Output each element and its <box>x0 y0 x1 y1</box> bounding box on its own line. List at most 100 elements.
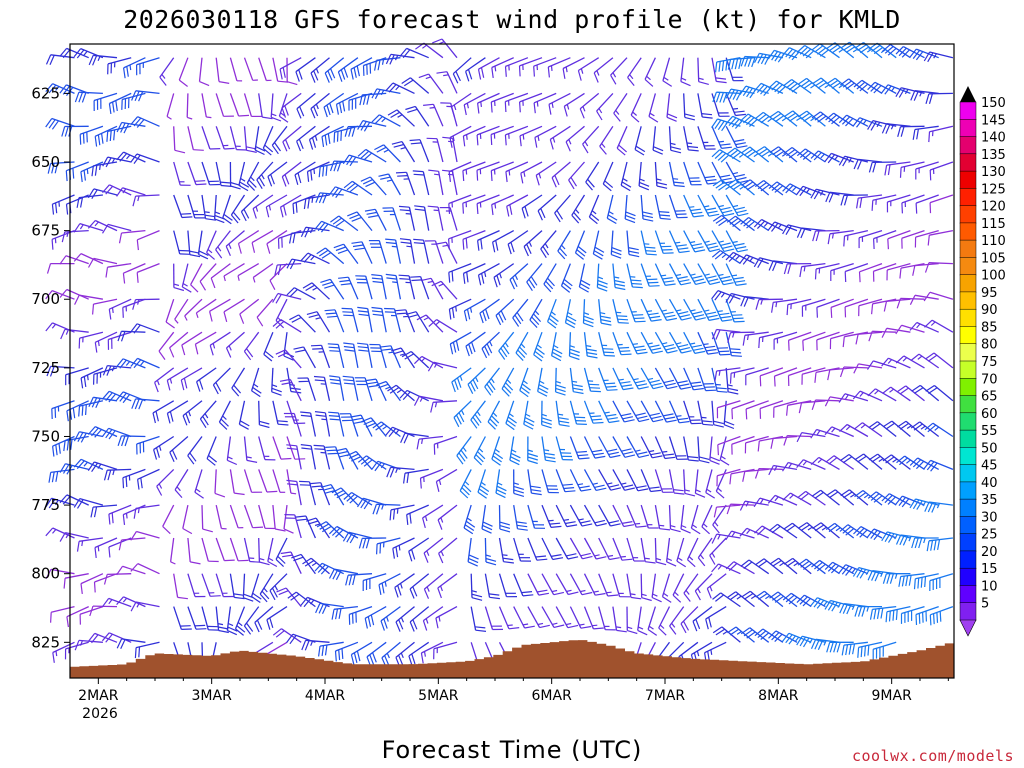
barb-flag <box>704 240 710 243</box>
barb-shaft <box>283 505 288 529</box>
barb-shaft <box>323 445 331 470</box>
barb-flag <box>726 147 736 155</box>
barb-shaft <box>569 504 583 527</box>
barb-flag <box>389 467 395 478</box>
barb-flag <box>707 278 719 282</box>
barb-shaft <box>598 299 602 324</box>
barb-flag <box>329 375 340 378</box>
wind-barb <box>296 92 316 119</box>
barb-flag <box>699 554 705 560</box>
barb-shaft <box>683 573 699 594</box>
wind-barb <box>279 378 302 402</box>
wind-barb <box>427 361 458 372</box>
wind-barb <box>697 436 710 464</box>
barb-shaft <box>680 606 699 625</box>
barb-shaft <box>334 568 359 575</box>
wind-barb <box>640 331 663 354</box>
barb-flag <box>725 561 735 570</box>
barb-flag <box>624 419 635 423</box>
barb-flag <box>346 182 356 191</box>
barb-flag <box>330 382 341 385</box>
barb-shaft <box>654 230 664 254</box>
barb-flag <box>697 588 701 594</box>
barb-flag <box>698 77 704 81</box>
wind-barb <box>76 194 103 208</box>
wind-barb <box>399 238 416 264</box>
barb-shaft <box>345 448 359 470</box>
wind-barb <box>662 57 673 87</box>
wind-barb <box>103 468 132 481</box>
wind-barb <box>697 367 717 392</box>
barb-shaft <box>484 606 494 630</box>
wind-barb <box>668 161 685 188</box>
barb-flag <box>496 275 501 286</box>
wind-barb <box>725 263 747 286</box>
barb-flag <box>81 540 84 547</box>
barb-flag <box>307 198 310 209</box>
barb-shaft <box>640 230 648 255</box>
barb-shaft <box>463 263 486 274</box>
barb-shaft <box>78 639 103 643</box>
barb-flag <box>828 114 837 123</box>
wind-barb <box>612 436 636 458</box>
barb-flag <box>844 394 849 400</box>
barb-flag <box>646 253 657 256</box>
barb-flag <box>894 534 898 540</box>
barb-shaft <box>229 537 239 562</box>
barb-flag <box>843 491 853 499</box>
barb-flag <box>652 350 663 354</box>
barb-shaft <box>187 573 196 597</box>
barb-flag <box>459 490 469 499</box>
barb-flag <box>324 284 335 289</box>
barb-flag <box>178 79 188 87</box>
barb-flag <box>638 454 650 458</box>
barb-shaft <box>487 400 501 423</box>
barb-flag <box>304 227 310 238</box>
barb-flag <box>456 455 464 465</box>
wind-barb <box>422 504 444 529</box>
wind-barb <box>513 504 528 531</box>
wind-barb <box>897 125 925 137</box>
barb-flag <box>760 54 767 65</box>
barb-shaft <box>121 435 146 438</box>
barb-flag <box>630 593 636 596</box>
barb-flag <box>249 560 261 563</box>
barb-shaft <box>107 57 132 65</box>
barb-shaft <box>900 573 925 578</box>
barb-flag <box>649 379 660 384</box>
barb-flag <box>217 246 222 252</box>
barb-flag <box>590 415 602 418</box>
barb-flag <box>224 559 235 562</box>
barb-flag <box>328 526 338 535</box>
barb-flag <box>927 52 934 63</box>
barb-flag <box>295 349 306 353</box>
barb-flag <box>403 79 414 87</box>
barb-flag <box>791 85 801 93</box>
barb-flag <box>742 471 746 482</box>
wind-barb <box>328 568 359 581</box>
barb-flag <box>707 210 718 214</box>
wind-barb <box>467 367 486 394</box>
wind-barb <box>871 298 897 315</box>
wind-barb <box>915 605 939 626</box>
barb-flag <box>805 50 815 59</box>
barb-flag <box>610 487 622 491</box>
wind-barb <box>726 215 755 232</box>
barb-flag <box>723 248 735 252</box>
barb-shaft <box>92 605 118 608</box>
barb-flag <box>344 126 349 137</box>
barb-shaft <box>169 537 175 562</box>
barb-flag <box>272 293 279 303</box>
barb-flag <box>712 179 722 187</box>
barb-flag <box>753 83 762 92</box>
barb-flag <box>232 211 241 221</box>
barb-flag <box>194 491 204 499</box>
wind-barb <box>301 639 330 651</box>
barb-flag <box>720 154 730 163</box>
barb-flag <box>566 553 577 557</box>
wind-barb <box>827 367 854 381</box>
wind-barb <box>166 367 189 391</box>
barb-shaft <box>731 292 755 300</box>
wind-barb <box>320 484 345 506</box>
barb-shaft <box>546 298 557 322</box>
